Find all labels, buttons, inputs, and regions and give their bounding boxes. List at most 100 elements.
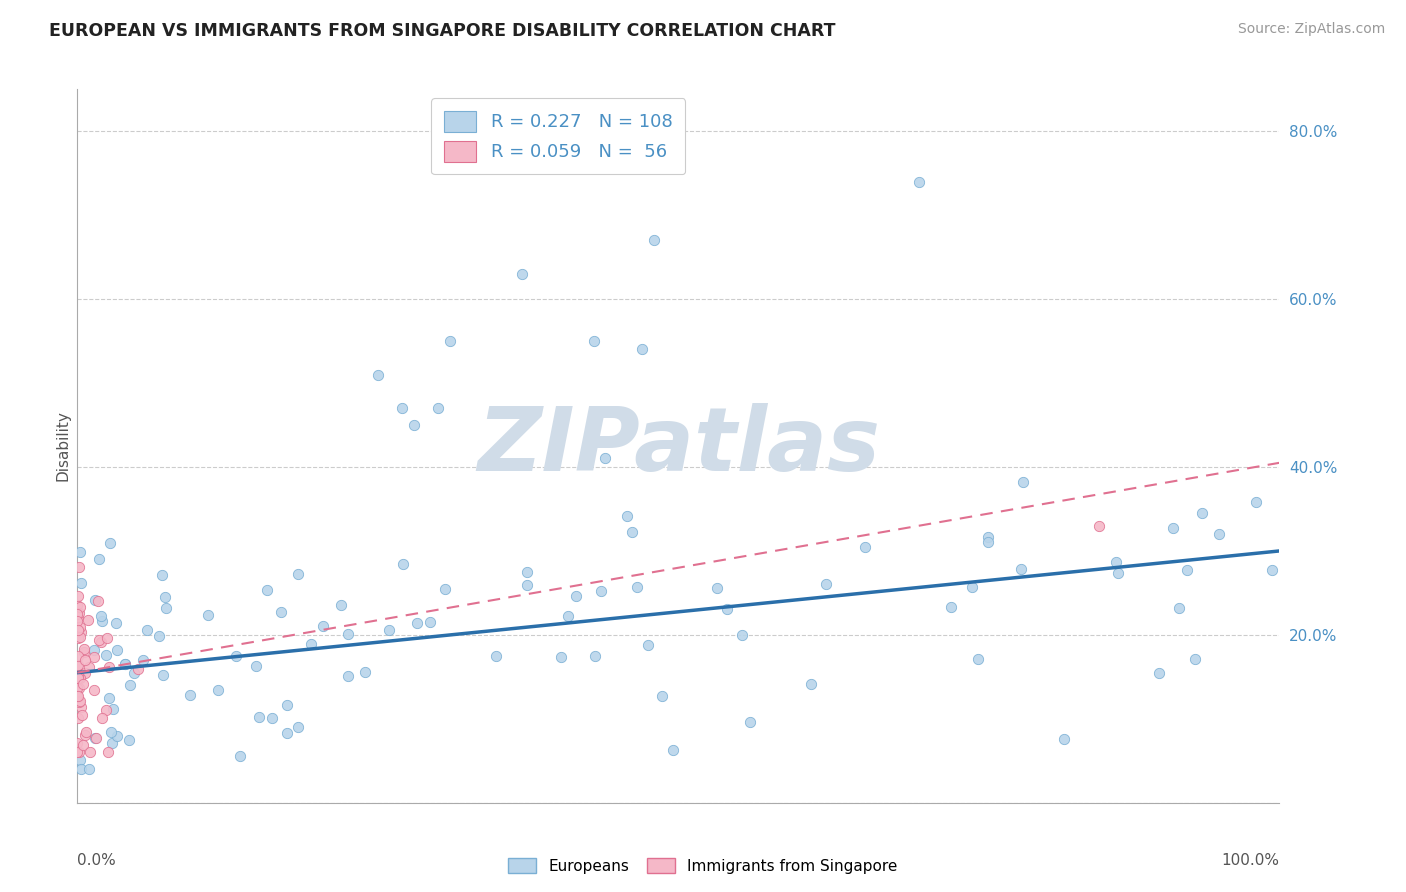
Point <box>152 668 174 682</box>
Point <box>66 736 89 750</box>
Point <box>70 575 93 590</box>
Point <box>66 657 89 672</box>
Point <box>91 615 114 629</box>
Point <box>67 746 90 760</box>
Point <box>336 627 359 641</box>
Point <box>1261 562 1284 576</box>
Point <box>1088 518 1111 533</box>
Point <box>740 714 762 729</box>
Point <box>86 594 108 608</box>
Point <box>89 632 111 647</box>
Point <box>100 536 122 550</box>
Point <box>651 690 673 704</box>
Point <box>90 609 112 624</box>
Point <box>270 605 292 619</box>
Point <box>716 602 738 616</box>
Point <box>90 634 112 648</box>
Point <box>84 731 107 745</box>
Point <box>731 628 754 642</box>
Point <box>87 551 110 566</box>
Point <box>67 711 90 725</box>
Point <box>960 580 983 594</box>
Point <box>67 689 90 703</box>
Point <box>439 334 461 348</box>
Point <box>908 175 931 189</box>
Point <box>72 676 94 690</box>
Point <box>66 615 89 629</box>
Point <box>67 632 90 646</box>
Point <box>299 637 322 651</box>
Point <box>70 625 93 640</box>
Point <box>153 590 176 604</box>
Point <box>69 600 91 615</box>
Point <box>67 648 90 663</box>
Point <box>75 725 97 739</box>
Point <box>405 615 427 630</box>
Point <box>621 524 644 539</box>
Point <box>96 648 118 662</box>
Point <box>118 732 141 747</box>
Point <box>637 638 659 652</box>
Point <box>66 590 89 604</box>
Point <box>550 650 572 665</box>
Point <box>260 711 283 725</box>
Point <box>127 662 149 676</box>
Point <box>66 681 89 695</box>
Point <box>593 450 616 465</box>
Point <box>1184 652 1206 666</box>
Point <box>66 607 89 622</box>
Point <box>1010 562 1032 576</box>
Point <box>484 649 506 664</box>
Point <box>1052 732 1074 747</box>
Point <box>66 599 89 613</box>
Point <box>84 731 107 746</box>
Point <box>626 580 648 594</box>
Point <box>105 642 128 657</box>
Point <box>104 615 127 630</box>
Point <box>131 653 153 667</box>
Point <box>73 666 96 681</box>
Point <box>96 746 118 760</box>
Point <box>155 601 177 615</box>
Point <box>100 725 122 739</box>
Point <box>1168 600 1191 615</box>
Point <box>69 753 91 767</box>
Point <box>98 690 121 705</box>
Point <box>103 702 125 716</box>
Point <box>77 762 100 776</box>
Point <box>120 678 142 692</box>
Point <box>419 615 441 630</box>
Point <box>661 743 683 757</box>
Point <box>616 508 638 523</box>
Point <box>72 738 94 752</box>
Point <box>516 577 538 591</box>
Point <box>83 683 105 698</box>
Point <box>79 746 101 760</box>
Point <box>97 659 120 673</box>
Point <box>977 535 1000 549</box>
Point <box>583 334 606 348</box>
Legend: Europeans, Immigrants from Singapore: Europeans, Immigrants from Singapore <box>502 852 904 880</box>
Text: ZIPatlas: ZIPatlas <box>477 402 880 490</box>
Point <box>249 710 271 724</box>
Point <box>77 613 100 627</box>
Point <box>67 671 90 685</box>
Point <box>245 659 267 673</box>
Point <box>77 660 100 674</box>
Point <box>122 665 145 680</box>
Point <box>150 568 173 582</box>
Point <box>83 650 105 665</box>
Point <box>1163 521 1185 535</box>
Point <box>69 545 91 559</box>
Text: 0.0%: 0.0% <box>77 853 117 868</box>
Point <box>367 368 389 382</box>
Point <box>90 710 112 724</box>
Point <box>67 559 90 574</box>
Point <box>510 267 533 281</box>
Point <box>94 704 117 718</box>
Point <box>706 581 728 595</box>
Point <box>814 577 837 591</box>
Point <box>977 530 1000 544</box>
Legend: R = 0.227   N = 108, R = 0.059   N =  56: R = 0.227 N = 108, R = 0.059 N = 56 <box>432 98 685 174</box>
Point <box>631 343 654 357</box>
